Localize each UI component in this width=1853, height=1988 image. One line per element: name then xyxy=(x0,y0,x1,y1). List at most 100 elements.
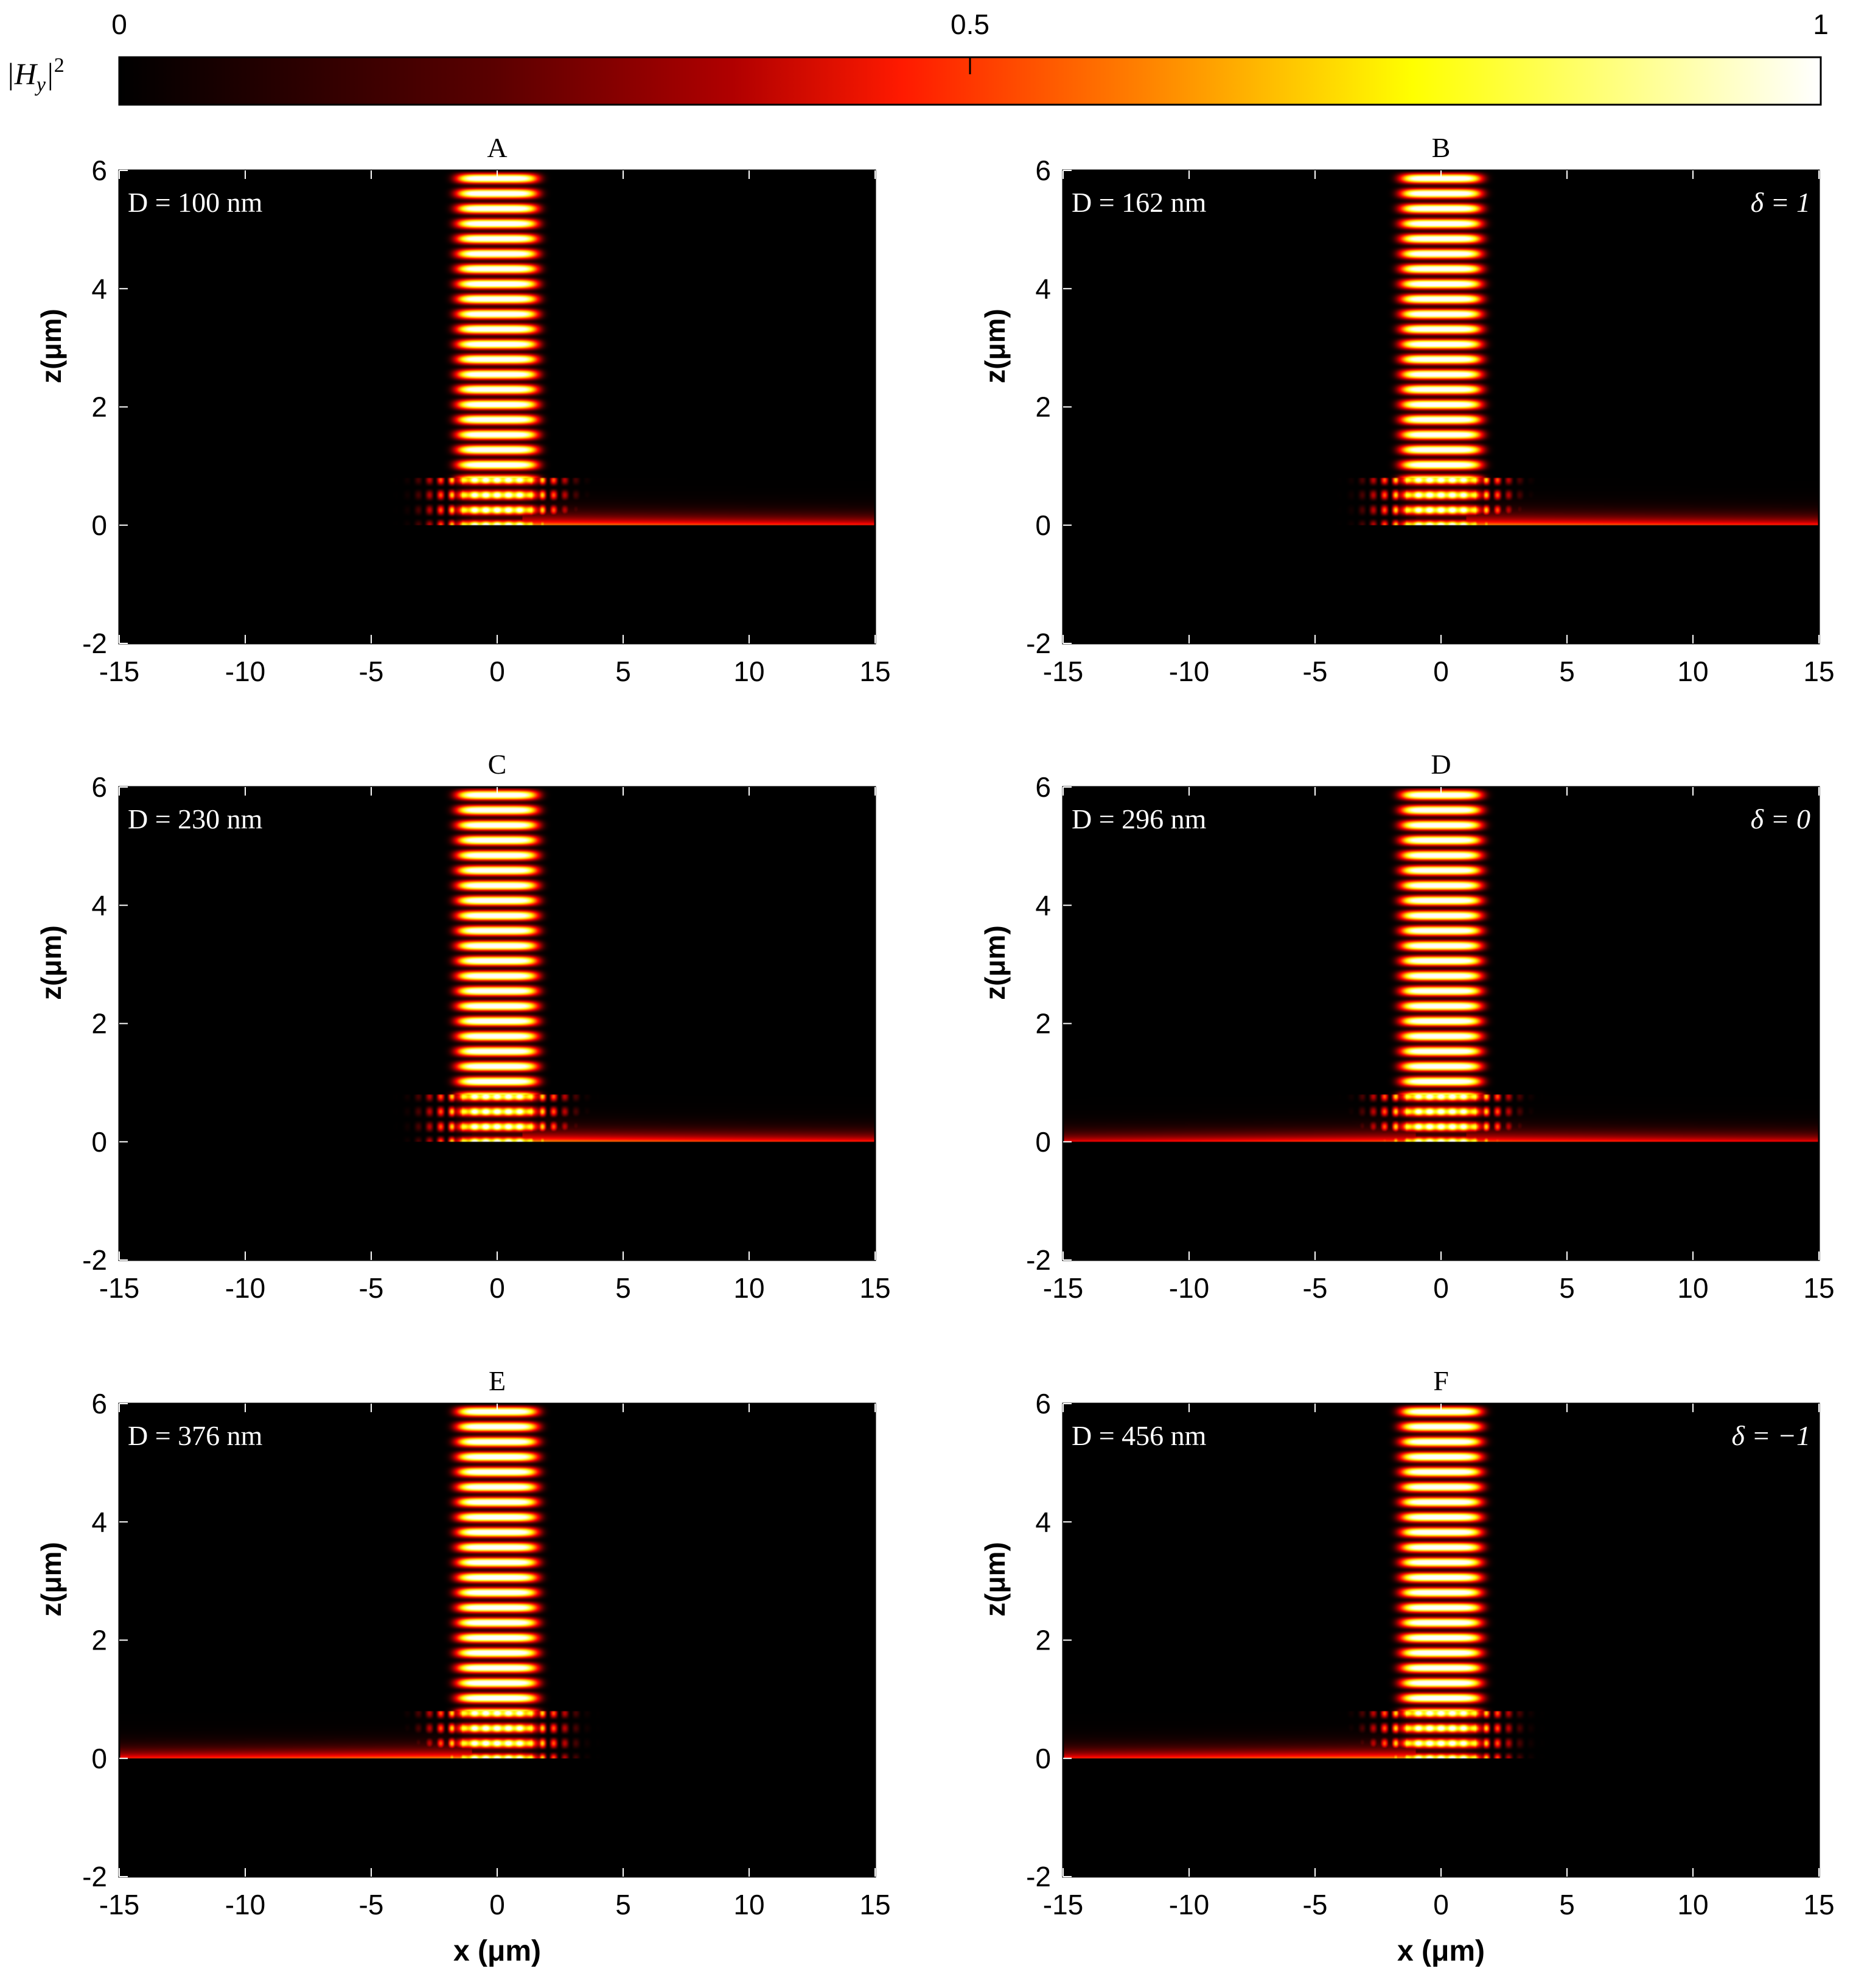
field-heatmap xyxy=(1063,170,1819,643)
x-tick-label: 15 xyxy=(859,656,890,687)
panel-A: A D = 100 nm -15 -10 -5 0 5 10 15 -2 0 2 4 6 z(μm) xyxy=(35,132,891,687)
y-tick-label: -2 xyxy=(82,1861,107,1892)
panel-title: F xyxy=(1433,1365,1449,1396)
panel-B: B D = 162 nm δ = 1 -15 -10 -5 0 5 10 15 -2 0 2 4 6 z(μm… xyxy=(979,132,1835,687)
x-tick-label: -10 xyxy=(225,1889,265,1920)
x-tick-label: -5 xyxy=(1303,656,1328,687)
x-tick-label: 5 xyxy=(1559,1272,1575,1304)
panel-E: E D = 376 nm -15 -10 -5 0 5 10 15 -2 0 2 4 6 z(μm) x (μ… xyxy=(35,1365,891,1967)
y-tick-label: 2 xyxy=(91,391,107,423)
x-tick-label: -10 xyxy=(225,656,265,687)
y-tick-label: 2 xyxy=(1035,1625,1051,1656)
x-tick-label: 5 xyxy=(1559,1889,1575,1920)
y-tick-label: 0 xyxy=(91,1126,107,1158)
annotation-D: D = 296 nm xyxy=(1072,803,1207,835)
x-tick-label: 0 xyxy=(489,656,505,687)
x-tick-label: -15 xyxy=(1043,1889,1083,1920)
y-axis-label: z(μm) xyxy=(35,1542,67,1617)
y-tick-label: -2 xyxy=(1026,628,1051,659)
colorbar-tick-1: 0.5 xyxy=(951,9,989,40)
x-tick-label: 10 xyxy=(1677,1889,1708,1920)
y-tick-label: 4 xyxy=(1035,1506,1051,1538)
y-axis-label: z(μm) xyxy=(979,1542,1011,1617)
x-tick-label: -15 xyxy=(1043,656,1083,687)
x-tick-label: 0 xyxy=(489,1889,505,1920)
field-heatmap xyxy=(1063,1404,1819,1877)
field-heatmap xyxy=(119,787,875,1260)
y-tick-label: 2 xyxy=(91,1625,107,1656)
colorbar-tick-0: 0 xyxy=(111,9,127,40)
y-tick-label: -2 xyxy=(82,1244,107,1276)
panel-title: B xyxy=(1432,132,1451,163)
x-tick-label: -10 xyxy=(1169,1272,1209,1304)
y-tick-label: 0 xyxy=(91,1743,107,1774)
annotation-delta: δ = 0 xyxy=(1751,803,1810,835)
panel-title: D xyxy=(1431,749,1451,780)
annotation-D: D = 162 nm xyxy=(1072,187,1207,218)
y-tick-label: 0 xyxy=(1035,509,1051,541)
y-tick-label: -2 xyxy=(1026,1861,1051,1892)
x-tick-label: 10 xyxy=(733,1272,764,1304)
field-heatmap xyxy=(119,170,875,643)
x-tick-label: 10 xyxy=(733,1889,764,1920)
annotation-D: D = 230 nm xyxy=(128,803,263,835)
x-tick-label: 10 xyxy=(1677,1272,1708,1304)
y-tick-label: 4 xyxy=(91,1506,107,1538)
x-tick-label: -5 xyxy=(1303,1889,1328,1920)
annotation-D: D = 456 nm xyxy=(1072,1420,1207,1451)
x-tick-label: 15 xyxy=(859,1272,890,1304)
panels: A D = 100 nm -15 -10 -5 0 5 10 15 -2 0 2 4 6 z(μm) B D =… xyxy=(35,132,1835,1967)
x-tick-label: 0 xyxy=(489,1272,505,1304)
field-heatmap xyxy=(1063,787,1819,1260)
x-axis-label: x (μm) xyxy=(453,1935,541,1967)
y-axis-label: z(μm) xyxy=(35,309,67,383)
y-tick-label: 6 xyxy=(91,1388,107,1419)
x-tick-label: -10 xyxy=(225,1272,265,1304)
colorbar: 0 0.5 1 |Hy|2 xyxy=(6,9,1829,106)
x-tick-label: 5 xyxy=(615,1889,631,1920)
x-tick-label: -10 xyxy=(1169,1889,1209,1920)
annotation-delta: δ = −1 xyxy=(1732,1420,1810,1451)
y-tick-label: 4 xyxy=(91,889,107,921)
x-tick-label: -15 xyxy=(1043,1272,1083,1304)
panel-D: D D = 296 nm δ = 0 -15 -10 -5 0 5 10 15 -2 0 2 4 6 z(μm… xyxy=(979,749,1835,1304)
panel-F: F D = 456 nm δ = −1 -15 -10 -5 0 5 10 15 -2 0 2 4 6 z(μ… xyxy=(979,1365,1835,1967)
y-tick-label: -2 xyxy=(82,628,107,659)
y-tick-label: 6 xyxy=(91,155,107,186)
y-tick-label: -2 xyxy=(1026,1244,1051,1276)
panel-title: E xyxy=(489,1365,506,1396)
y-tick-label: 6 xyxy=(1035,1388,1051,1419)
y-tick-label: 4 xyxy=(1035,889,1051,921)
annotation-delta: δ = 1 xyxy=(1751,187,1810,218)
x-tick-label: -5 xyxy=(359,1272,384,1304)
y-axis-label: z(μm) xyxy=(979,925,1011,1000)
y-tick-label: 0 xyxy=(1035,1126,1051,1158)
y-tick-label: 2 xyxy=(1035,1008,1051,1040)
x-axis-label: x (μm) xyxy=(1397,1935,1485,1967)
x-tick-label: 5 xyxy=(615,656,631,687)
y-tick-label: 0 xyxy=(1035,1743,1051,1774)
y-tick-label: 6 xyxy=(91,771,107,803)
y-tick-label: 4 xyxy=(91,273,107,304)
annotation-D: D = 376 nm xyxy=(128,1420,263,1451)
x-tick-label: 15 xyxy=(859,1889,890,1920)
y-tick-label: 4 xyxy=(1035,273,1051,304)
x-tick-label: 15 xyxy=(1803,1272,1834,1304)
x-tick-label: 10 xyxy=(733,656,764,687)
y-axis-label: z(μm) xyxy=(35,925,67,1000)
x-tick-label: -10 xyxy=(1169,656,1209,687)
y-tick-label: 2 xyxy=(91,1008,107,1040)
x-tick-label: 15 xyxy=(1803,1889,1834,1920)
annotation-D: D = 100 nm xyxy=(128,187,263,218)
x-tick-label: 0 xyxy=(1433,1889,1449,1920)
panel-title: A xyxy=(487,132,507,163)
x-tick-label: 5 xyxy=(615,1272,631,1304)
x-tick-label: 10 xyxy=(1677,656,1708,687)
x-tick-label: 0 xyxy=(1433,1272,1449,1304)
y-axis-label: z(μm) xyxy=(979,309,1011,383)
colorbar-tick-2: 1 xyxy=(1813,9,1829,40)
y-tick-label: 6 xyxy=(1035,155,1051,186)
field-heatmap xyxy=(119,1404,875,1877)
x-tick-label: 15 xyxy=(1803,656,1834,687)
colorbar-label: |Hy|2 xyxy=(6,54,65,96)
